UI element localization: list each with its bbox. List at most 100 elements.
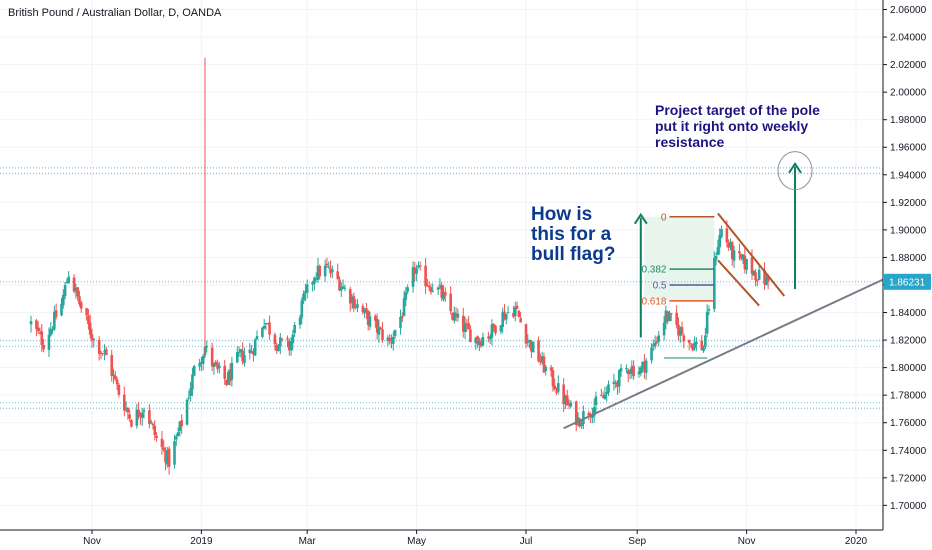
candle [318, 264, 322, 280]
candle [327, 261, 331, 269]
candle-body [85, 308, 88, 316]
candle [531, 341, 535, 353]
candle-body [189, 388, 192, 396]
candle-body [379, 327, 383, 329]
candle-body [264, 323, 268, 325]
candle-body [452, 312, 456, 321]
candle [714, 252, 718, 266]
candle-body [687, 339, 691, 343]
time-tick-label: Nov [738, 536, 756, 547]
candle [427, 280, 431, 291]
candle [454, 307, 458, 322]
candle-body [390, 342, 393, 344]
candle [413, 261, 417, 282]
candle [300, 297, 304, 325]
candle [374, 314, 377, 328]
candle-body [576, 417, 580, 424]
candle [302, 290, 305, 305]
candle [700, 334, 704, 351]
candle [192, 364, 196, 377]
candle [391, 331, 395, 351]
candle-body [76, 287, 79, 297]
candle-body [641, 361, 644, 368]
candle-body [481, 337, 485, 346]
candle-body [549, 367, 553, 371]
candle-body [304, 291, 307, 294]
candle-body [625, 368, 628, 370]
candle [148, 404, 151, 429]
candle [139, 412, 142, 425]
candle-body [261, 327, 264, 338]
candle [280, 338, 284, 342]
candle-body [268, 322, 271, 335]
candle-body [465, 323, 469, 325]
candle-body [682, 335, 686, 342]
candle-body [488, 336, 492, 340]
candle-body [713, 258, 716, 310]
candle-body [727, 243, 730, 248]
candle-body [354, 306, 357, 308]
candle-body [65, 281, 69, 284]
candle-body [555, 391, 558, 393]
candle [210, 342, 214, 372]
candle-body [300, 300, 304, 318]
candle-body [142, 410, 146, 412]
candle [341, 279, 345, 289]
candle-body [562, 384, 565, 405]
candle-body [730, 242, 734, 259]
candle [53, 305, 56, 332]
candle-body [51, 329, 54, 331]
candle-body [700, 340, 704, 350]
candle [487, 331, 490, 343]
candle-body [542, 356, 546, 373]
last-price-tag [884, 273, 931, 290]
candle [128, 409, 131, 422]
candle-body [329, 268, 332, 274]
candle-body [192, 365, 196, 376]
candle-body [607, 384, 610, 393]
candle-body [454, 313, 458, 317]
candle-body [151, 423, 155, 426]
candle-body [519, 318, 522, 323]
candle-body [657, 335, 661, 342]
candle-body [691, 344, 695, 351]
candle [603, 386, 607, 400]
candle [40, 324, 44, 352]
candle [266, 323, 270, 325]
time-tick-label: Mar [299, 536, 317, 547]
candle-body [365, 308, 368, 313]
candle-body [361, 306, 365, 313]
candle [49, 321, 53, 337]
candle [90, 328, 94, 348]
candle-body [200, 361, 203, 364]
candle-body [214, 361, 218, 365]
candle-body [417, 265, 420, 268]
candle-body [228, 370, 232, 381]
candle [178, 421, 182, 437]
candle [556, 375, 560, 395]
candle-body [388, 337, 392, 342]
time-tick-label: Sep [628, 536, 646, 547]
target-arrow [788, 161, 802, 290]
candle-body [617, 369, 621, 387]
candle [713, 251, 716, 313]
candle [553, 378, 557, 392]
candle-body [42, 345, 45, 350]
candle-body [517, 310, 521, 317]
candle [564, 394, 567, 409]
candle [29, 315, 33, 333]
candle-body [302, 293, 305, 301]
pole-arrow-head [633, 212, 648, 225]
price-tick-label: 2.06000 [890, 5, 927, 16]
candle [176, 427, 180, 437]
candle [668, 310, 671, 322]
candle-body [53, 311, 56, 330]
candle-body [463, 324, 467, 333]
candle [707, 305, 711, 316]
candle [162, 440, 166, 453]
candle-body [212, 363, 216, 367]
candle [379, 326, 383, 330]
candle [239, 348, 243, 358]
candle-body [506, 312, 510, 314]
